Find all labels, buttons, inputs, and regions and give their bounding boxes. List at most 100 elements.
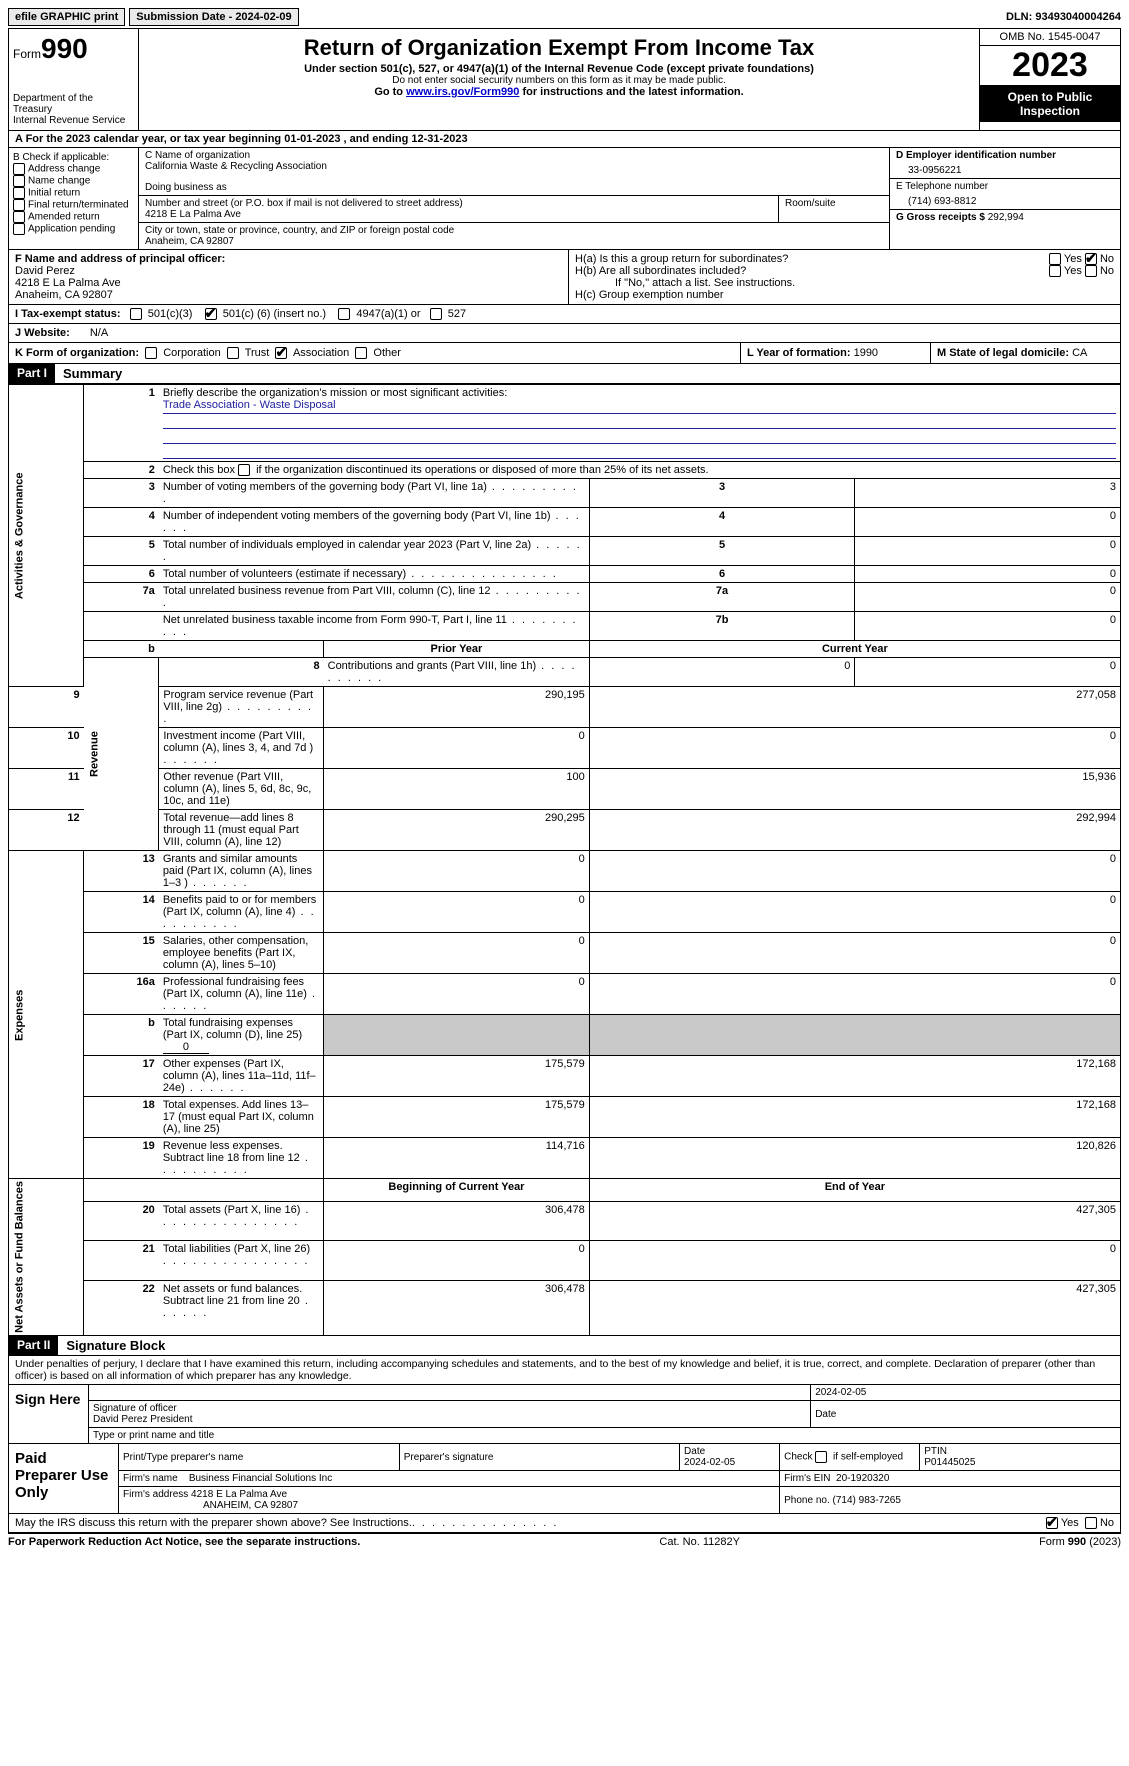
perjury-statement: Under penalties of perjury, I declare th… xyxy=(8,1356,1121,1385)
section-expenses: Expenses xyxy=(9,851,84,1179)
form-subtitle-2: Do not enter social security numbers on … xyxy=(145,75,973,86)
firm-phone: (714) 983-7265 xyxy=(833,1495,901,1506)
val-18-py: 175,579 xyxy=(324,1097,590,1138)
discuss-yes[interactable] xyxy=(1046,1517,1058,1529)
dept-treasury: Department of the Treasury xyxy=(13,93,134,115)
hb-yes[interactable] xyxy=(1049,265,1061,277)
check-initial-return[interactable] xyxy=(13,187,25,199)
form-number: Form990 xyxy=(13,33,134,65)
check-discontinued[interactable] xyxy=(238,464,250,476)
check-527[interactable] xyxy=(430,308,442,320)
org-city: Anaheim, CA 92807 xyxy=(145,236,883,247)
form-subtitle-3: Go to www.irs.gov/Form990 for instructio… xyxy=(145,86,973,98)
efile-print-button[interactable]: efile GRAPHIC print xyxy=(8,8,125,26)
i-row: I Tax-exempt status: 501(c)(3) 501(c) (6… xyxy=(8,305,1121,324)
submission-date-button[interactable]: Submission Date - 2024-02-09 xyxy=(129,8,298,26)
val-16a-py: 0 xyxy=(324,974,590,1015)
val-21-py: 0 xyxy=(324,1241,590,1280)
section-net-assets: Net Assets or Fund Balances xyxy=(9,1179,84,1336)
sign-date: 2024-02-05 xyxy=(815,1387,866,1398)
page-footer: For Paperwork Reduction Act Notice, see … xyxy=(8,1533,1121,1548)
org-street: 4218 E La Palma Ave xyxy=(145,209,772,220)
mission-text: Trade Association - Waste Disposal xyxy=(163,399,336,411)
val-15-py: 0 xyxy=(324,933,590,974)
val-13-py: 0 xyxy=(324,851,590,892)
val-12-cy: 292,994 xyxy=(589,810,1120,851)
val-4: 0 xyxy=(855,508,1121,537)
val-20-py: 306,478 xyxy=(324,1202,590,1241)
check-final-return[interactable] xyxy=(13,199,25,211)
box-deg: D Employer identification number 33-0956… xyxy=(890,148,1120,249)
check-application-pending[interactable] xyxy=(13,223,25,235)
val-6: 0 xyxy=(855,566,1121,583)
ptin: P01445025 xyxy=(924,1457,975,1468)
state-domicile: CA xyxy=(1072,347,1087,359)
box-f-officer: F Name and address of principal officer:… xyxy=(9,250,569,304)
val-11-cy: 15,936 xyxy=(589,769,1120,810)
summary-table: Activities & Governance 1 Briefly descri… xyxy=(8,384,1121,1336)
open-inspection-badge: Open to Public Inspection xyxy=(980,86,1120,122)
box-h-group: H(a) Is this a group return for subordin… xyxy=(569,250,1120,304)
box-c-org-info: C Name of organization California Waste … xyxy=(139,148,890,249)
check-amended-return[interactable] xyxy=(13,211,25,223)
check-corp[interactable] xyxy=(145,347,157,359)
check-501c[interactable] xyxy=(205,308,217,320)
val-8-py: 0 xyxy=(589,658,855,687)
org-name: California Waste & Recycling Association xyxy=(145,161,883,172)
check-trust[interactable] xyxy=(227,347,239,359)
val-9-py: 290,195 xyxy=(324,687,590,728)
hb-no[interactable] xyxy=(1085,265,1097,277)
val-7a: 0 xyxy=(855,583,1121,612)
val-13-cy: 0 xyxy=(589,851,1120,892)
val-18-cy: 172,168 xyxy=(589,1097,1120,1138)
year-formation: 1990 xyxy=(854,347,878,359)
check-other[interactable] xyxy=(355,347,367,359)
val-22-cy: 427,305 xyxy=(589,1280,1120,1335)
firm-ein: 20-1920320 xyxy=(836,1473,889,1484)
ha-yes[interactable] xyxy=(1049,253,1061,265)
val-14-cy: 0 xyxy=(589,892,1120,933)
val-5: 0 xyxy=(855,537,1121,566)
val-19-cy: 120,826 xyxy=(589,1138,1120,1179)
firm-name: Business Financial Solutions Inc xyxy=(189,1473,332,1484)
website-value: N/A xyxy=(90,327,108,339)
tax-year: 2023 xyxy=(980,46,1120,86)
val-20-cy: 427,305 xyxy=(589,1202,1120,1241)
form-header: Form990 Department of the Treasury Inter… xyxy=(8,28,1121,131)
paid-preparer-block: Paid Preparer Use Only Print/Type prepar… xyxy=(8,1444,1121,1514)
irs-label: Internal Revenue Service xyxy=(13,115,134,126)
val-17-py: 175,579 xyxy=(324,1056,590,1097)
part1-header: Part I Summary xyxy=(8,364,1121,384)
check-name-change[interactable] xyxy=(13,175,25,187)
val-14-py: 0 xyxy=(324,892,590,933)
part2-header: Part II Signature Block xyxy=(8,1336,1121,1356)
section-governance: Activities & Governance xyxy=(9,385,84,687)
val-15-cy: 0 xyxy=(589,933,1120,974)
firm-addr1: 4218 E La Palma Ave xyxy=(191,1489,287,1500)
form-title: Return of Organization Exempt From Incom… xyxy=(145,35,973,61)
check-501c3[interactable] xyxy=(130,308,142,320)
discuss-no[interactable] xyxy=(1085,1517,1097,1529)
discuss-row: May the IRS discuss this return with the… xyxy=(8,1514,1121,1533)
form990-link[interactable]: www.irs.gov/Form990 xyxy=(406,86,519,98)
check-self-employed[interactable] xyxy=(815,1451,827,1463)
val-9-cy: 277,058 xyxy=(589,687,1120,728)
phone-value: (714) 693-8812 xyxy=(896,192,1114,207)
prep-date: 2024-02-05 xyxy=(684,1457,735,1468)
check-address-change[interactable] xyxy=(13,163,25,175)
check-assoc[interactable] xyxy=(275,347,287,359)
omb-number: OMB No. 1545-0047 xyxy=(980,29,1120,46)
val-21-cy: 0 xyxy=(589,1241,1120,1280)
ha-no[interactable] xyxy=(1085,253,1097,265)
val-16b: 0 xyxy=(163,1041,209,1054)
f-h-row: F Name and address of principal officer:… xyxy=(8,250,1121,305)
val-17-cy: 172,168 xyxy=(589,1056,1120,1097)
room-suite: Room/suite xyxy=(779,196,889,222)
val-12-py: 290,295 xyxy=(324,810,590,851)
gross-receipts: 292,994 xyxy=(988,212,1024,223)
val-7b: 0 xyxy=(855,612,1121,641)
val-22-py: 306,478 xyxy=(324,1280,590,1335)
ein-value: 33-0956221 xyxy=(896,161,1114,176)
check-4947[interactable] xyxy=(338,308,350,320)
val-10-cy: 0 xyxy=(589,728,1120,769)
